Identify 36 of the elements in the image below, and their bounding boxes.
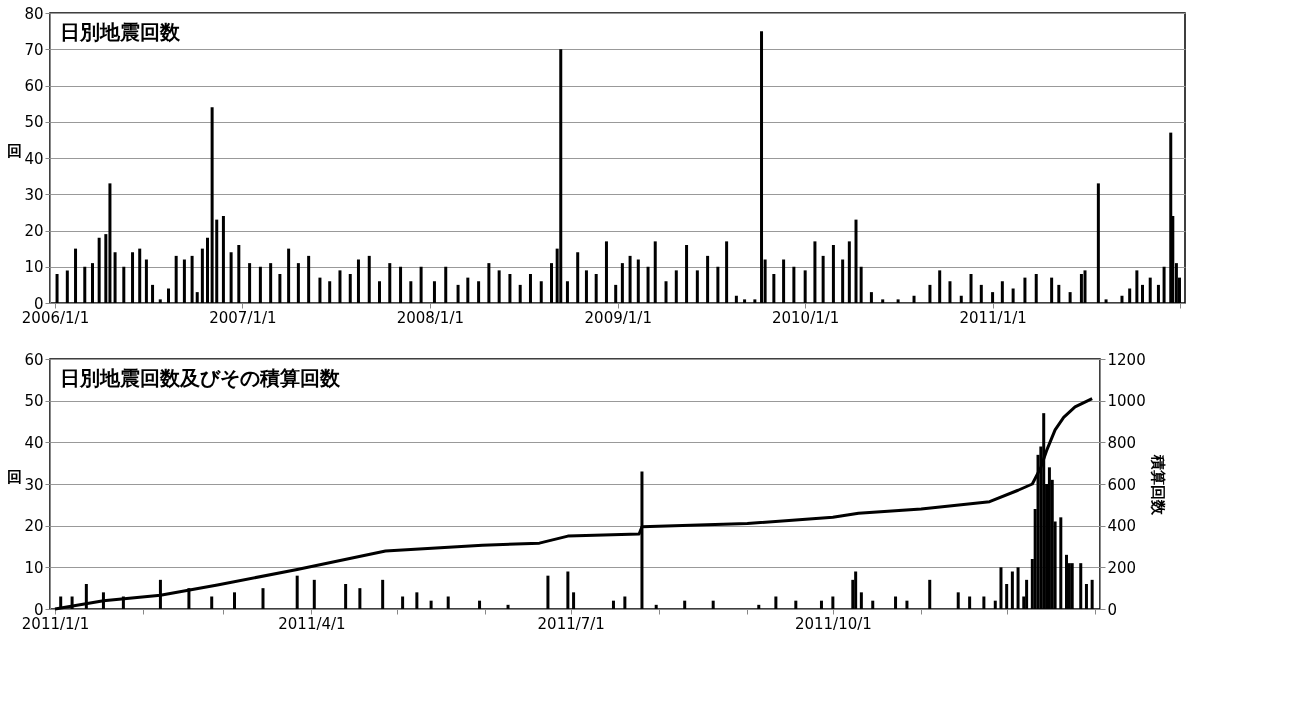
y-tick-label: 50 [24,392,44,411]
y2-tick-label: 1200 [1107,350,1146,369]
y2-tick-label: 800 [1107,433,1137,452]
x-tick-label: 2011/1/1 [21,614,90,633]
x-tick-label: 2007/1/1 [209,308,277,327]
x-tick-label: 2010/1/1 [771,308,840,327]
x-tick-label: 2006/1/1 [21,308,90,327]
x-tick-label: 2011/4/1 [278,614,346,633]
y-tick-label: 30 [24,185,44,204]
y2-tick-label: 1000 [1107,392,1146,411]
chart-title: 日別地震回数 [60,20,181,44]
y-tick-label: 60 [24,350,44,369]
y-tick-label: 40 [24,433,44,452]
y-tick-label: 10 [24,558,44,577]
y2-tick-label: 600 [1107,475,1137,494]
x-tick-label: 2011/1/1 [959,308,1027,327]
y-axis-title: 回 [6,141,22,160]
x-tick-label: 2009/1/1 [584,308,652,327]
x-tick-label: 2011/7/1 [537,614,605,633]
y-axis-title: 回 [6,467,22,486]
y-tick-label: 20 [24,222,44,240]
x-tick-label: 2011/10/1 [794,614,872,633]
y-tick-label: 80 [24,4,44,23]
y-tick-label: 70 [24,40,44,59]
y2-tick-label: 400 [1107,517,1137,536]
y2-tick-label: 0 [1107,600,1118,619]
y-tick-label: 40 [24,149,44,168]
y-tick-label: 50 [24,113,44,132]
y-tick-label: 20 [24,517,44,536]
y2-tick-label: 200 [1107,558,1137,577]
y2-axis-title: 積算回数 [1148,453,1167,516]
y-tick-label: 10 [24,258,44,277]
y-tick-label: 30 [24,475,44,494]
chart-title: 日別地震回数及びその積算回数 [60,366,341,390]
y-tick-label: 60 [24,77,44,95]
x-tick-label: 2008/1/1 [396,308,465,327]
